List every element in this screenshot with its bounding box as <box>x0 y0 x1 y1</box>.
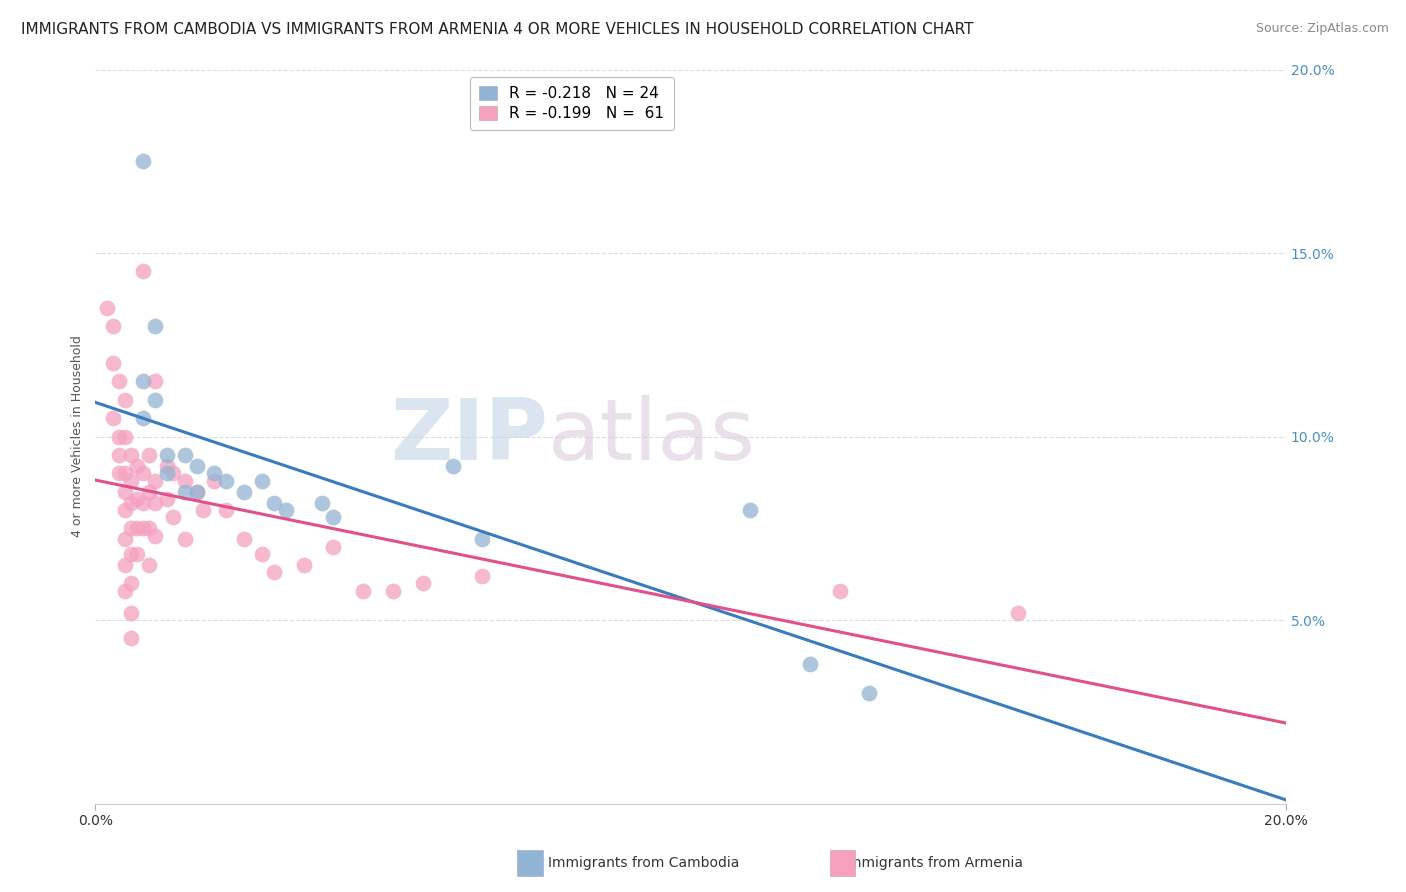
Point <box>125 547 148 561</box>
Point <box>740 503 762 517</box>
Point <box>292 558 315 572</box>
Point <box>471 533 494 547</box>
Point <box>143 495 166 509</box>
Point <box>311 495 333 509</box>
Point <box>156 448 179 462</box>
Point <box>162 467 184 481</box>
Text: ZIP: ZIP <box>389 395 548 478</box>
Point <box>186 484 208 499</box>
Point <box>412 576 434 591</box>
Point <box>322 510 344 524</box>
Point <box>114 392 136 407</box>
Point <box>173 484 195 499</box>
Point <box>132 154 155 169</box>
Point <box>250 547 273 561</box>
Legend: R = -0.218   N = 24, R = -0.199   N =  61: R = -0.218 N = 24, R = -0.199 N = 61 <box>470 78 673 130</box>
Point <box>215 474 238 488</box>
Point <box>143 319 166 334</box>
Point <box>120 448 142 462</box>
Point <box>120 474 142 488</box>
Point <box>114 583 136 598</box>
Point <box>173 474 195 488</box>
Point <box>108 448 131 462</box>
Text: Immigrants from Armenia: Immigrants from Armenia <box>844 855 1022 870</box>
Point <box>352 583 374 598</box>
Text: Immigrants from Cambodia: Immigrants from Cambodia <box>548 855 740 870</box>
Point <box>103 356 125 370</box>
Point <box>114 467 136 481</box>
Point <box>233 484 256 499</box>
Point <box>108 467 131 481</box>
Point <box>143 392 166 407</box>
Point <box>138 521 160 535</box>
Point <box>156 458 179 473</box>
Point <box>156 491 179 506</box>
Point <box>858 686 880 700</box>
Point <box>132 467 155 481</box>
Point <box>120 576 142 591</box>
Point <box>108 429 131 443</box>
Point <box>120 521 142 535</box>
Point <box>132 521 155 535</box>
Point <box>114 484 136 499</box>
Point <box>96 301 118 315</box>
Point <box>143 474 166 488</box>
Point <box>263 495 285 509</box>
Point <box>441 458 464 473</box>
Point <box>143 375 166 389</box>
Point <box>108 375 131 389</box>
Point <box>132 411 155 425</box>
Point <box>274 503 297 517</box>
Point <box>138 558 160 572</box>
Point <box>191 503 214 517</box>
Point <box>186 484 208 499</box>
Point <box>173 533 195 547</box>
Point <box>204 474 226 488</box>
Point <box>103 319 125 334</box>
Point <box>143 528 166 542</box>
Text: Source: ZipAtlas.com: Source: ZipAtlas.com <box>1256 22 1389 36</box>
Text: atlas: atlas <box>548 395 756 478</box>
Point <box>162 510 184 524</box>
Point <box>114 533 136 547</box>
Point <box>114 503 136 517</box>
Point <box>132 264 155 278</box>
Point <box>250 474 273 488</box>
Point <box>125 491 148 506</box>
Point <box>138 448 160 462</box>
Point <box>186 458 208 473</box>
Y-axis label: 4 or more Vehicles in Household: 4 or more Vehicles in Household <box>72 335 84 538</box>
Point <box>382 583 405 598</box>
Point <box>125 521 148 535</box>
Point <box>120 547 142 561</box>
Point <box>120 632 142 646</box>
Point <box>120 495 142 509</box>
Point <box>233 533 256 547</box>
Point <box>120 606 142 620</box>
Point <box>204 467 226 481</box>
Point <box>138 484 160 499</box>
Point <box>471 569 494 583</box>
Point <box>799 657 821 671</box>
Point <box>215 503 238 517</box>
Point <box>132 375 155 389</box>
Point <box>125 458 148 473</box>
Text: IMMIGRANTS FROM CAMBODIA VS IMMIGRANTS FROM ARMENIA 4 OR MORE VEHICLES IN HOUSEH: IMMIGRANTS FROM CAMBODIA VS IMMIGRANTS F… <box>21 22 973 37</box>
Point <box>322 540 344 554</box>
Point <box>173 448 195 462</box>
Point <box>114 558 136 572</box>
Point <box>1007 606 1029 620</box>
Point <box>156 467 179 481</box>
Point <box>132 495 155 509</box>
Point <box>828 583 851 598</box>
Point <box>114 429 136 443</box>
Point <box>263 566 285 580</box>
Point <box>103 411 125 425</box>
